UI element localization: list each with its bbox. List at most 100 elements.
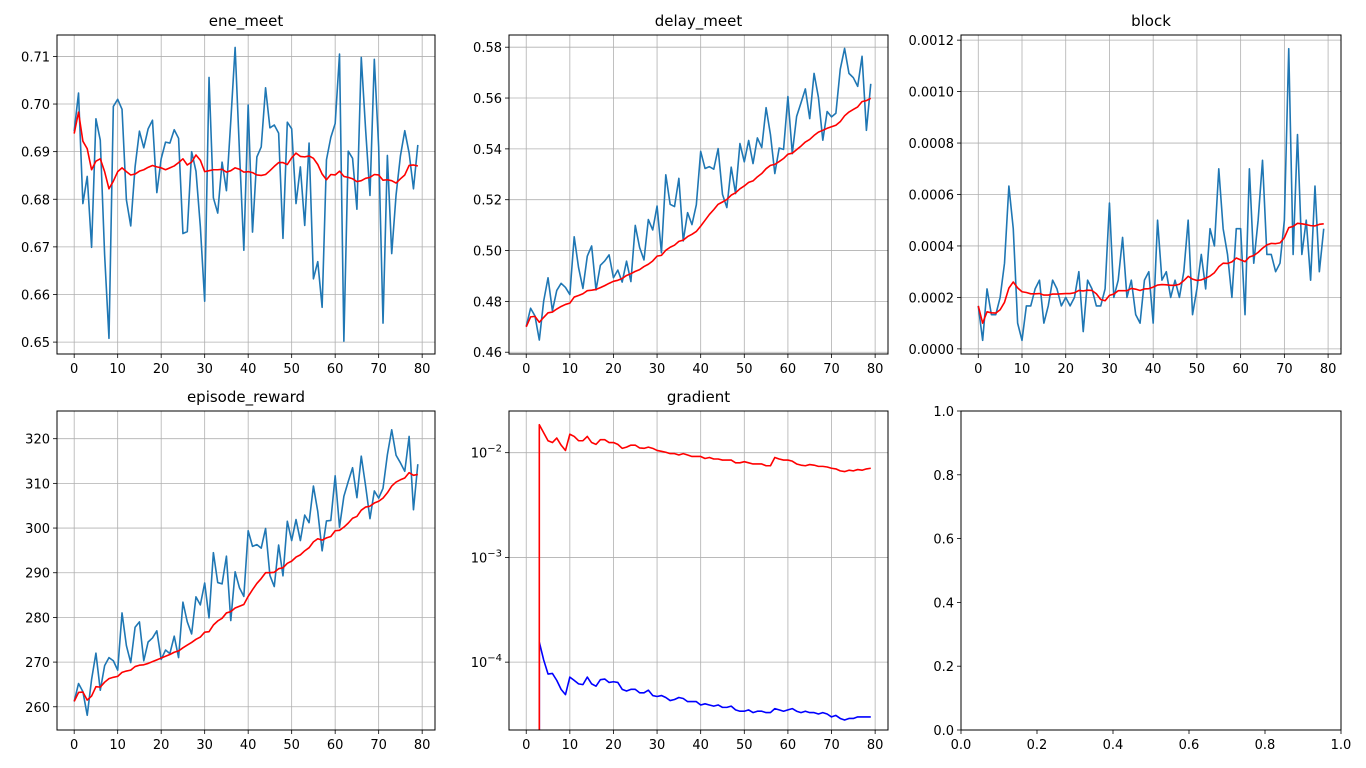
y-tick-label: 0.69 [21,146,50,161]
x-tick-label: 20 [153,362,170,377]
x-tick-label: 0 [70,738,78,753]
panel-title: episode_reward [187,388,305,407]
panel-1: 0 10 20 30 40 50 60 70 80 0.46 0.48 0.50 0.52 0.54 0.5… [473,12,889,377]
x-tick-label: 50 [1189,362,1206,377]
x-tick-label: 20 [1057,362,1074,377]
x-tick-label: 0.2 [1027,738,1048,753]
panel-title: delay_meet [655,12,743,31]
panel-0: 0 10 20 30 40 50 60 70 80 0.65 0.66 0.67 0.68 0.69 0.7… [21,12,436,377]
x-tick-label: 20 [605,738,622,753]
x-tick-label: 10 [1014,362,1031,377]
x-tick-label: 80 [1320,362,1337,377]
x-tick-label: 10 [562,738,579,753]
series-line-1 [73,111,418,190]
x-tick-label: 60 [780,362,797,377]
x-tick-label: 0 [522,362,530,377]
series-line-1 [538,423,871,730]
x-tick-label: 0 [522,738,530,753]
y-tick-label: 10−2 [471,444,502,462]
x-tick-label: 40 [240,738,257,753]
y-tick-label: 270 [25,656,50,671]
x-tick-label: 70 [370,362,387,377]
panel-title: block [1131,12,1171,30]
y-tick-label: 0.58 [473,41,502,56]
y-tick-label: 0.65 [21,336,50,351]
y-tick-label: 0.71 [21,50,50,65]
x-tick-label: 50 [283,362,300,377]
y-tick-label: 0.4 [933,596,954,611]
x-tick-label: 20 [605,362,622,377]
x-tick-label: 20 [153,738,170,753]
x-tick-label: 60 [327,738,344,753]
x-tick-label: 1.0 [1331,738,1352,753]
series-line-1 [525,97,872,328]
axes-frame [508,410,889,731]
y-tick-label: 320 [25,433,50,448]
x-tick-label: 40 [240,362,257,377]
y-tick-label: 0.2 [933,660,954,675]
y-tick-label: 10−4 [471,653,502,671]
x-tick-label: 60 [780,738,797,753]
y-tick-label: 0.0006 [909,189,955,204]
panel-2: 0 10 20 30 40 50 60 70 80 0.0000 0.0002 0.0004 0.000… [909,12,1342,377]
x-tick-label: 80 [414,738,431,753]
x-tick-label: 10 [562,362,579,377]
axes-frame [56,34,436,355]
x-tick-label: 80 [867,362,884,377]
series-line-0 [538,641,871,730]
x-tick-label: 40 [692,738,709,753]
y-tick-label: 0.56 [473,92,502,107]
y-tick-label: 1.0 [933,405,954,420]
panel-4: 0 10 20 30 40 50 60 70 80 10−4 10−3 10−2 gradient [471,388,889,753]
y-tick-label: 0.52 [473,194,502,209]
x-tick-label: 70 [370,738,387,753]
x-tick-label: 30 [196,738,213,753]
y-tick-label: 310 [25,477,50,492]
y-tick-label: 0.0010 [909,86,955,101]
y-tick-label: 0.0002 [909,291,955,306]
x-tick-label: 0.6 [1179,738,1200,753]
series-line-0 [977,47,1325,342]
y-tick-label: 0.6 [933,533,954,548]
y-tick-label: 260 [25,701,50,716]
x-tick-label: 70 [823,738,840,753]
series-line-0 [73,46,419,342]
x-tick-label: 80 [867,738,884,753]
x-tick-label: 0.4 [1103,738,1124,753]
y-tick-label: 290 [25,567,50,582]
x-tick-label: 10 [109,738,126,753]
x-tick-label: 70 [1276,362,1293,377]
y-tick-label: 0.0004 [909,240,955,255]
y-tick-label: 0.68 [21,193,50,208]
axes-frame [56,410,436,731]
x-tick-label: 0.0 [951,738,972,753]
x-tick-label: 70 [823,362,840,377]
y-tick-label: 10−3 [471,548,502,566]
x-tick-label: 30 [196,362,213,377]
y-tick-label: 0.0 [933,724,954,739]
y-tick-label: 0.50 [473,245,502,260]
panel-title: gradient [667,388,730,406]
x-tick-label: 30 [649,738,666,753]
x-tick-label: 50 [736,362,753,377]
y-tick-label: 0.0012 [909,34,955,49]
y-tick-label: 0.8 [933,469,954,484]
x-tick-label: 0 [974,362,982,377]
series-line-0 [525,47,872,341]
x-tick-label: 50 [736,738,753,753]
x-tick-label: 30 [649,362,666,377]
y-tick-label: 0.66 [21,288,50,303]
x-tick-label: 50 [283,738,300,753]
y-tick-label: 0.0000 [909,343,955,358]
x-tick-label: 40 [692,362,709,377]
axes-frame [960,410,1342,731]
y-tick-label: 280 [25,611,50,626]
x-tick-label: 0 [70,362,78,377]
x-tick-label: 60 [327,362,344,377]
series-line-1 [73,471,418,702]
x-tick-label: 80 [414,362,431,377]
x-tick-label: 40 [1145,362,1162,377]
x-tick-label: 30 [1101,362,1118,377]
y-tick-label: 0.0008 [909,137,955,152]
